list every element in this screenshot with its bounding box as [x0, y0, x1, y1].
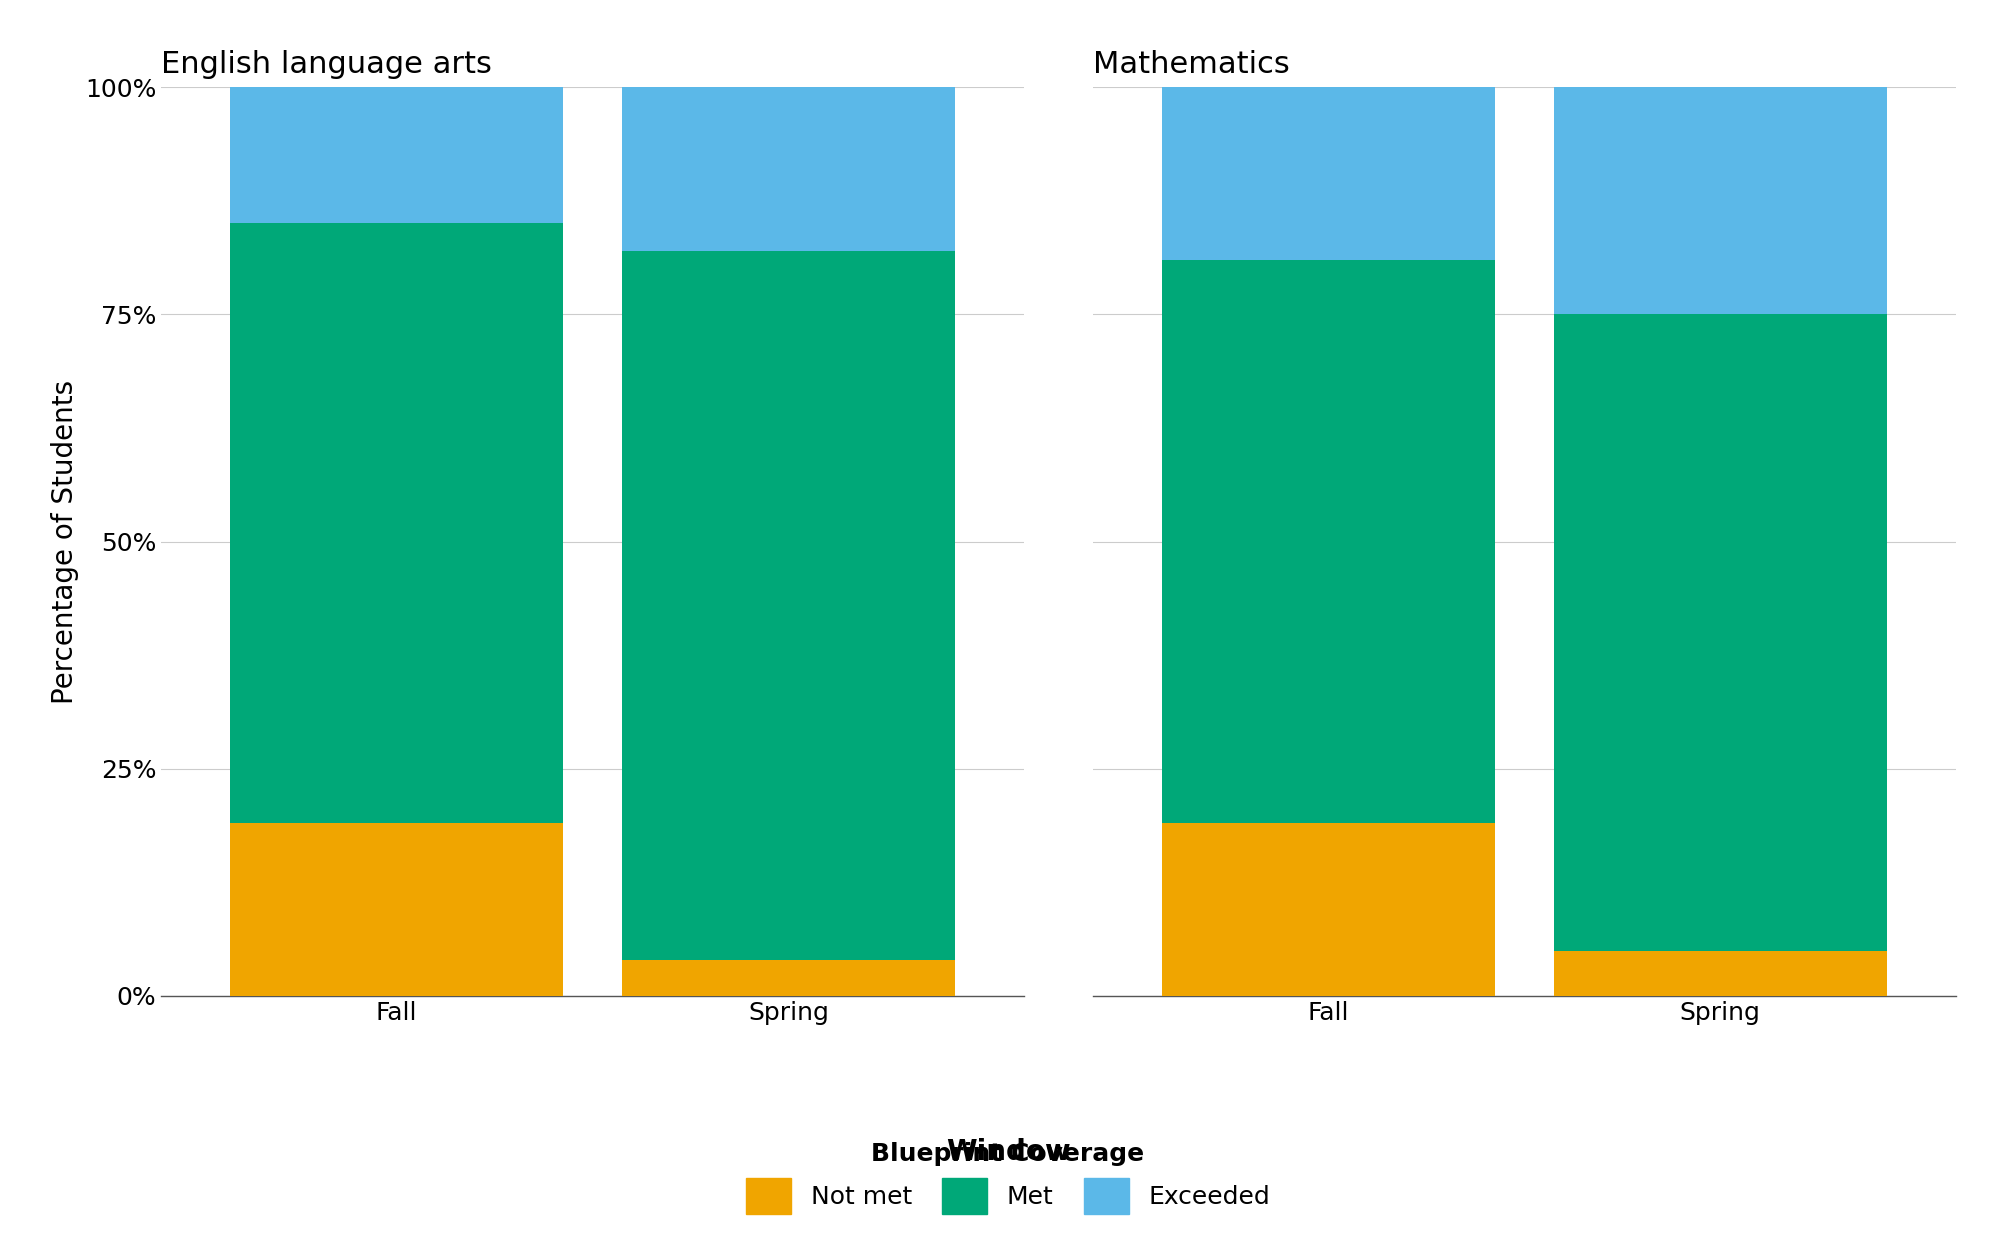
Bar — [623, 960, 956, 996]
Y-axis label: Percentage of Students: Percentage of Students — [52, 380, 79, 703]
Text: Mathematics: Mathematics — [1093, 50, 1290, 80]
Legend: Not met, Met, Exceeded: Not met, Met, Exceeded — [734, 1129, 1282, 1226]
Bar — [1554, 950, 1887, 996]
Text: Window: Window — [946, 1138, 1070, 1165]
Bar — [1161, 260, 1494, 823]
Bar — [1554, 87, 1887, 314]
Text: English language arts: English language arts — [161, 50, 492, 80]
Bar — [230, 823, 562, 996]
Bar — [1161, 823, 1494, 996]
Bar — [230, 223, 562, 823]
Bar — [230, 87, 562, 223]
Bar — [1161, 87, 1494, 260]
Bar — [623, 250, 956, 960]
Bar — [623, 87, 956, 250]
Bar — [1554, 314, 1887, 950]
